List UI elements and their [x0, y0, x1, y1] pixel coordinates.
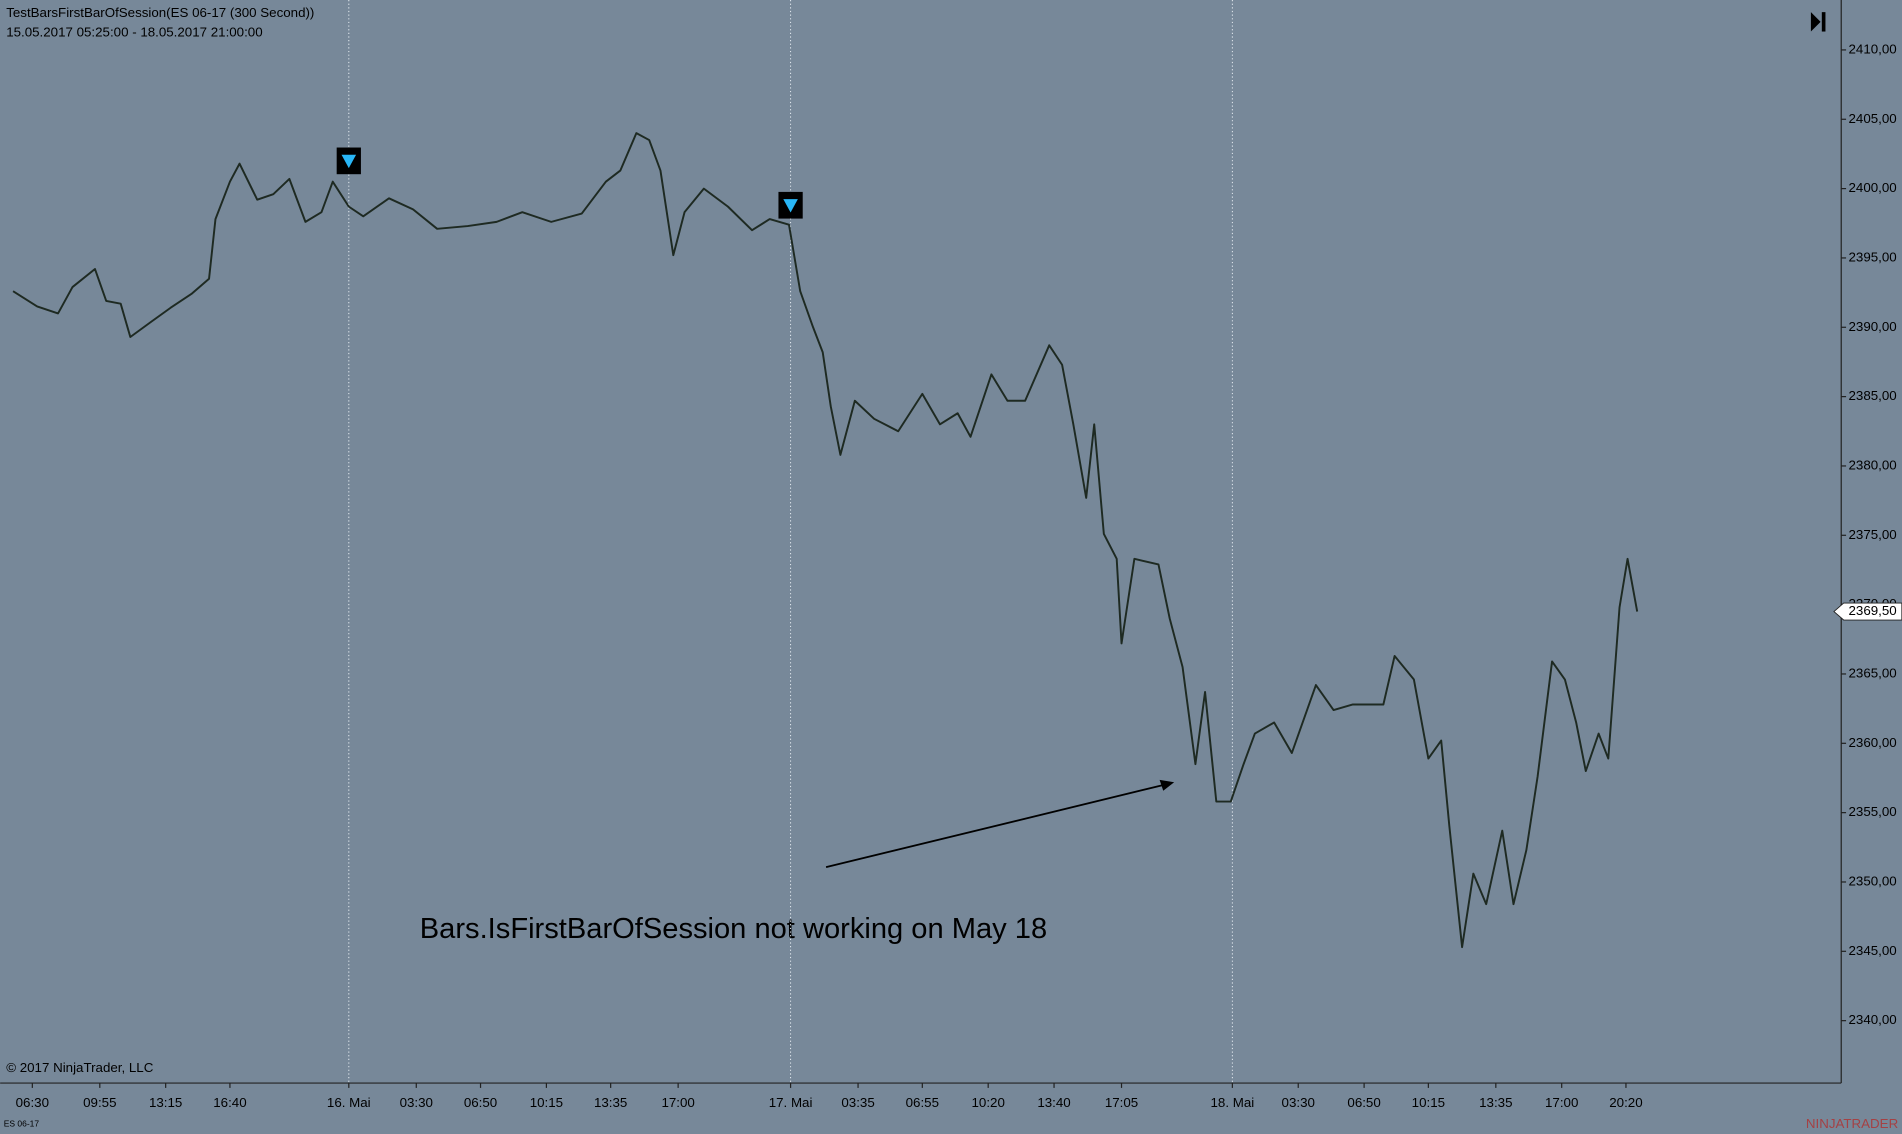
copyright: © 2017 NinjaTrader, LLC — [6, 1060, 154, 1075]
last-price-label: 2369,50 — [1848, 603, 1896, 618]
instrument-label: ES 06-17 — [4, 1119, 40, 1129]
logo: NINJATRADER — [1806, 1116, 1898, 1131]
x-tick-label: 20:20 — [1609, 1095, 1642, 1110]
marker-triangle — [783, 199, 798, 213]
x-tick-label: 10:15 — [530, 1095, 563, 1110]
x-tick-label: 06:50 — [464, 1095, 497, 1110]
y-tick-label: 2360,00 — [1848, 735, 1896, 750]
x-tick-label: 17:00 — [1545, 1095, 1578, 1110]
x-tick-label: 10:20 — [972, 1095, 1005, 1110]
signal-marker — [778, 191, 803, 219]
x-tick-label: 03:30 — [400, 1095, 433, 1110]
x-tick-label: 10:15 — [1412, 1095, 1445, 1110]
chart-subtitle: 15.05.2017 05:25:00 - 18.05.2017 21:00:0… — [6, 24, 262, 39]
y-tick-label: 2350,00 — [1848, 874, 1896, 889]
price-line — [12, 132, 1639, 949]
x-tick-label: 17:05 — [1105, 1095, 1138, 1110]
x-tick-label: 09:55 — [83, 1095, 116, 1110]
y-tick-label: 2385,00 — [1848, 388, 1896, 403]
x-tick-label: 17. Mai — [769, 1095, 813, 1110]
x-tick-label: 18. Mai — [1211, 1095, 1255, 1110]
x-tick-label: 13:40 — [1037, 1095, 1070, 1110]
y-tick-label: 2405,00 — [1848, 111, 1896, 126]
x-tick-label: 16:40 — [213, 1095, 246, 1110]
y-tick-label: 2400,00 — [1848, 180, 1896, 195]
y-tick-label: 2390,00 — [1848, 319, 1896, 334]
chart-title: TestBarsFirstBarOfSession(ES 06-17 (300 … — [6, 5, 314, 20]
marker-triangle — [341, 154, 357, 169]
x-tick-label: 13:35 — [594, 1095, 627, 1110]
x-tick-label: 06:50 — [1347, 1095, 1380, 1110]
y-tick-label: 2380,00 — [1848, 457, 1896, 472]
x-tick-label: 06:30 — [16, 1095, 49, 1110]
y-tick-label: 2395,00 — [1848, 249, 1896, 264]
bar-icon[interactable] — [1821, 12, 1826, 32]
y-tick-label: 2410,00 — [1848, 41, 1896, 56]
x-tick-label: 17:00 — [661, 1095, 694, 1110]
x-tick-label: 16. Mai — [327, 1095, 371, 1110]
y-tick-label: 2340,00 — [1848, 1012, 1896, 1027]
x-tick-label: 13:15 — [149, 1095, 182, 1110]
annotation: Bars.IsFirstBarOfSession not working on … — [420, 913, 1047, 945]
y-tick-label: 2365,00 — [1848, 665, 1896, 680]
x-tick-label: 13:35 — [1479, 1095, 1512, 1110]
annotation-arrow — [825, 783, 1165, 869]
scroll-end-button[interactable] — [1810, 12, 1826, 32]
x-tick-label: 03:30 — [1282, 1095, 1315, 1110]
play-icon[interactable] — [1810, 12, 1821, 32]
y-tick-label: 2375,00 — [1848, 527, 1896, 542]
x-tick-label: 06:55 — [906, 1095, 939, 1110]
y-tick-label: 2355,00 — [1848, 804, 1896, 819]
arrow-head — [1159, 779, 1175, 791]
signal-marker — [336, 147, 361, 175]
y-tick-label: 2345,00 — [1848, 943, 1896, 958]
x-tick-label: 03:35 — [841, 1095, 874, 1110]
